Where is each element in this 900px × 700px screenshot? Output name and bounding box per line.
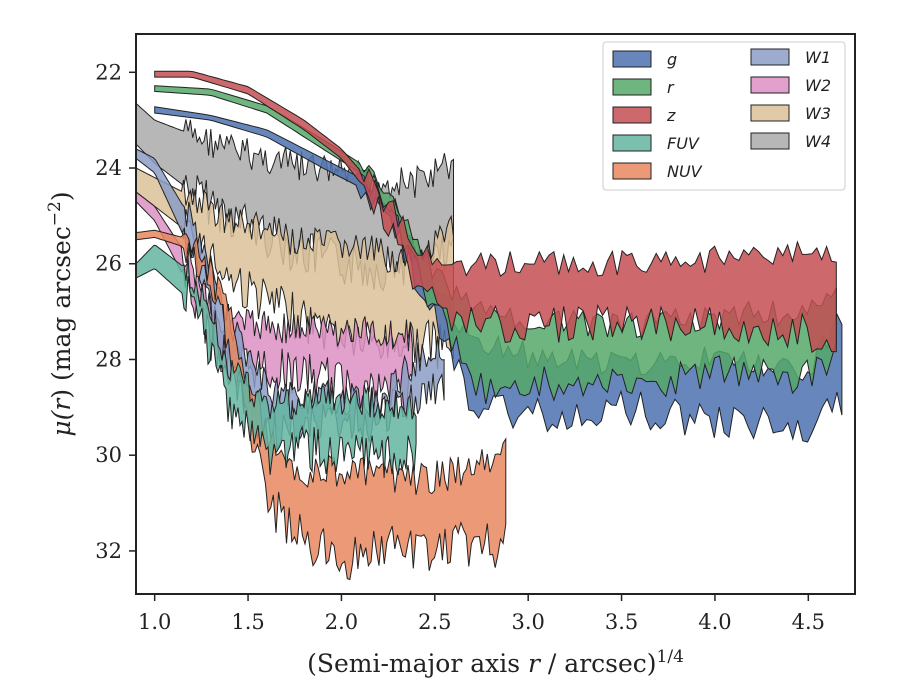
- y-axis: 22 24 26 28 30 32: [95, 60, 136, 563]
- x-tick-label: 1.5: [231, 610, 264, 634]
- y-axis-label: μ(r) (mag arcsec−2): [45, 191, 76, 436]
- x-tick-label: 3.5: [605, 610, 638, 634]
- legend-label-w4: W4: [805, 132, 831, 151]
- legend-swatch-r: [612, 78, 652, 96]
- legend-swatch-nuv: [612, 162, 652, 180]
- x-tick-label: 4.5: [792, 610, 825, 634]
- x-tick-label: 1.0: [138, 610, 171, 634]
- legend-label-w3: W3: [805, 104, 831, 123]
- legend-swatch-w2: [750, 76, 790, 94]
- legend-swatch-w4: [750, 132, 790, 150]
- legend-label-r: r: [667, 78, 675, 97]
- x-tick-label: 2.5: [418, 610, 451, 634]
- legend-label-w2: W2: [805, 76, 831, 95]
- legend-label-nuv: NUV: [667, 162, 703, 181]
- legend-swatch-w3: [750, 104, 790, 122]
- y-tick-label: 30: [95, 443, 122, 467]
- legend-label-fuv: FUV: [667, 134, 700, 153]
- y-tick-label: 24: [95, 156, 122, 180]
- legend: grz FUV NUV W1 W2 W3 W4: [602, 41, 846, 191]
- legend-label-z: z: [666, 106, 676, 125]
- x-tick-label: 2.0: [325, 610, 358, 634]
- x-axis-label: (Semi-major axis r / arcsec)1/4: [307, 647, 684, 678]
- y-tick-label: 22: [95, 60, 122, 84]
- legend-swatch-fuv: [612, 134, 652, 152]
- legend-label-w1: W1: [805, 48, 831, 67]
- y-tick-label: 26: [95, 252, 122, 276]
- x-tick-label: 4.0: [698, 610, 731, 634]
- legend-swatch-g: [612, 50, 652, 68]
- x-tick-label: 3.0: [511, 610, 544, 634]
- series-band-z: [154, 70, 837, 354]
- x-axis: 1.0 1.5 2.0 2.5 3.0 3.5 4.0 4.5: [138, 594, 825, 634]
- plot-frame: [135, 33, 856, 595]
- plot-area: [136, 70, 843, 581]
- series-band-fuv: [136, 244, 417, 478]
- legend-label-g: g: [667, 50, 677, 69]
- legend-swatch-w1: [750, 48, 790, 66]
- y-tick-label: 32: [95, 539, 122, 563]
- y-tick-label: 28: [95, 347, 122, 371]
- legend-swatch-z: [612, 106, 652, 124]
